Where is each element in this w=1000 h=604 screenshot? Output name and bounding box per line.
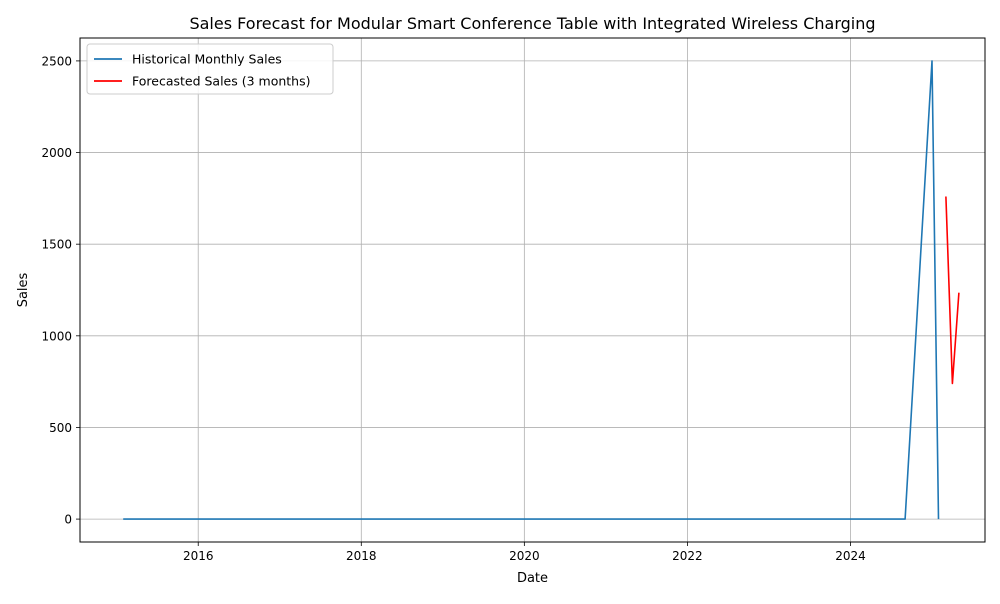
- x-tick-label: 2018: [346, 549, 377, 563]
- y-tick-label: 0: [64, 513, 72, 527]
- chart-title: Sales Forecast for Modular Smart Confere…: [189, 14, 875, 33]
- axes-frame: [79, 37, 986, 543]
- series-line-1: [123, 60, 940, 520]
- x-axis-label: Date: [517, 571, 548, 586]
- y-tick-label: 2000: [41, 146, 72, 160]
- x-tick-label: 2024: [835, 549, 866, 563]
- series-line-2: [945, 196, 960, 385]
- legend-label-2: Forecasted Sales (3 months): [132, 74, 311, 89]
- y-axis-label: Sales: [16, 272, 31, 307]
- x-tick-label: 2022: [672, 549, 703, 563]
- y-tick-label: 500: [49, 421, 72, 435]
- y-tick-label: 1000: [41, 329, 72, 343]
- x-tick-label: 2016: [183, 549, 214, 563]
- legend-box: [86, 43, 334, 95]
- y-tick-label: 2500: [41, 54, 72, 68]
- legend-label-1: Historical Monthly Sales: [132, 52, 282, 67]
- y-tick-label: 1500: [41, 238, 72, 252]
- axis-ticks: 2016 2018 2020 2022 2024 0 500 1000 1500 2000 2500: [41, 54, 865, 563]
- series-layer: [123, 60, 960, 520]
- grid: [80, 38, 985, 542]
- legend: Historical Monthly Sales Forecasted Sales…: [86, 43, 334, 95]
- x-tick-label: 2020: [509, 549, 540, 563]
